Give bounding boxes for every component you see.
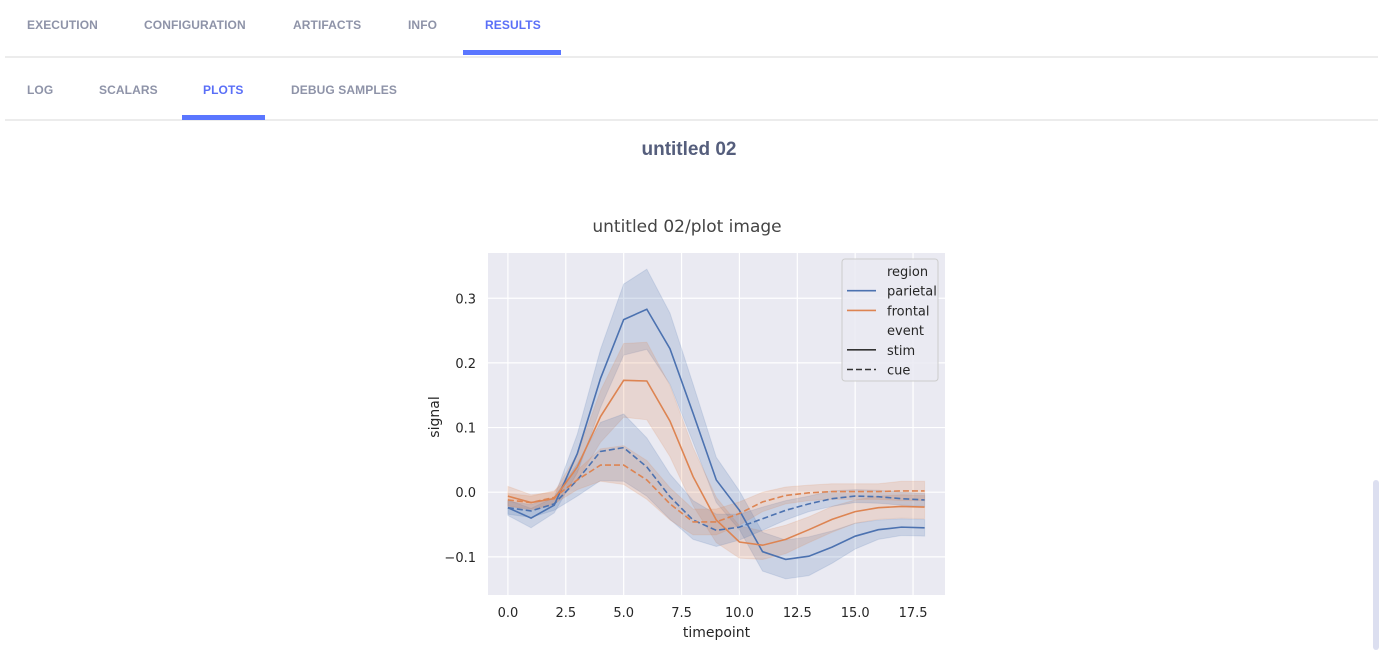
subtab-plots[interactable]: PLOTS — [203, 83, 244, 97]
y-tick-label: 0.3 — [455, 292, 476, 307]
tab-info[interactable]: INFO — [408, 18, 438, 32]
active-subtab-indicator — [182, 115, 265, 120]
subtab-debug-samples[interactable]: DEBUG SAMPLES — [291, 83, 397, 97]
tab-results[interactable]: RESULTS — [485, 18, 541, 32]
tab-execution[interactable]: EXECUTION — [27, 18, 98, 32]
plot-title: untitled 02/plot image — [592, 217, 782, 237]
series-line-frontal-cue — [507, 464, 925, 523]
tab-artifacts[interactable]: ARTIFACTS — [293, 18, 362, 32]
series-line-parietal-stim — [507, 308, 925, 561]
x-axis-label: timepoint — [683, 625, 751, 641]
x-tick-label: 17.5 — [899, 606, 928, 621]
legend: region parietal frontal event stim cue — [841, 258, 939, 382]
legend-label-event: event — [887, 324, 924, 339]
results-subtab-bar: LOG SCALARS PLOTS DEBUG SAMPLES — [5, 58, 1378, 121]
legend-label-stim: stim — [887, 344, 915, 359]
main-tab-bar: EXECUTION CONFIGURATION ARTIFACTS INFO R… — [5, 0, 1378, 58]
y-tick-label: 0.1 — [455, 422, 476, 437]
x-tick-label: 2.5 — [555, 606, 576, 621]
legend-label-frontal: frontal — [887, 304, 930, 319]
legend-label-cue: cue — [887, 364, 910, 379]
y-tick-label: 0.0 — [455, 486, 476, 501]
y-tick-label: 0.2 — [455, 357, 476, 372]
vertical-scrollbar[interactable] — [1373, 480, 1379, 650]
legend-label-parietal: parietal — [887, 285, 937, 300]
x-tick-label: 0.0 — [498, 606, 519, 621]
y-axis-label: signal — [427, 396, 443, 437]
x-tick-label: 5.0 — [613, 606, 634, 621]
y-tick-label: −0.1 — [444, 551, 476, 566]
subtab-log[interactable]: LOG — [27, 83, 54, 97]
legend-label-region: region — [887, 265, 928, 280]
series-line-frontal-stim — [507, 379, 925, 547]
x-tick-label: 15.0 — [841, 606, 870, 621]
x-tick-label: 7.5 — [671, 606, 692, 621]
series-line-parietal-cue — [507, 446, 925, 532]
page-title: untitled 02 — [641, 139, 737, 160]
ci-band-frontal-cue — [507, 445, 926, 536]
subtab-scalars[interactable]: SCALARS — [99, 83, 158, 97]
tab-configuration[interactable]: CONFIGURATION — [144, 18, 246, 32]
ci-band-frontal-stim — [507, 341, 926, 560]
ci-band-parietal-stim — [507, 268, 926, 580]
active-tab-indicator — [463, 50, 561, 55]
x-tick-label: 10.0 — [725, 606, 754, 621]
x-tick-label: 12.5 — [783, 606, 812, 621]
